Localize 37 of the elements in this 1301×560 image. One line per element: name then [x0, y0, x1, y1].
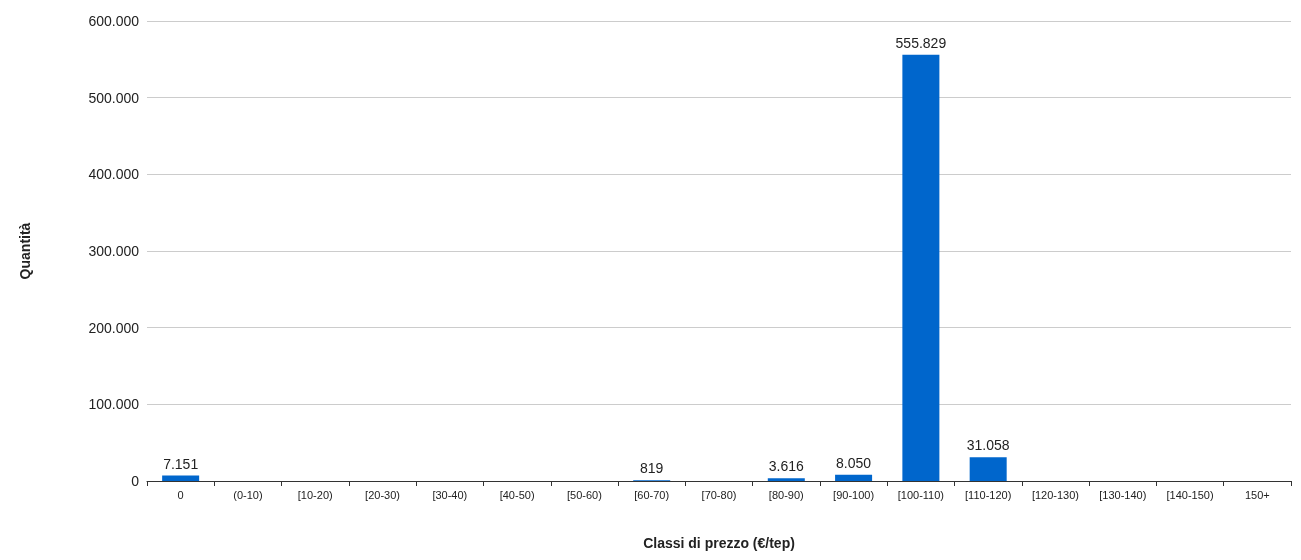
x-tick-label: [10-20)	[297, 488, 333, 501]
x-tick-label: [130-140)	[1099, 488, 1147, 501]
data-label: 7.151	[163, 455, 199, 472]
x-tick-label: [50-60)	[566, 488, 602, 501]
x-tick-label: [120-130)	[1031, 488, 1080, 501]
bar	[162, 475, 200, 481]
bar	[902, 54, 940, 481]
data-label: 31.058	[966, 437, 1010, 454]
y-tick-label: 600.000	[88, 13, 140, 29]
y-axis-title: Quantità	[17, 222, 33, 280]
x-axis-title: Classi di prezzo (€/tep)	[643, 535, 795, 551]
x-tick-label: [80-90)	[768, 488, 804, 501]
y-tick-label: 300.000	[88, 243, 140, 259]
x-tick-label: [40-50)	[499, 488, 535, 501]
y-tick-label: 400.000	[88, 166, 140, 183]
data-label: 819	[640, 460, 664, 477]
x-tick-label: [110-120)	[965, 488, 1012, 501]
x-tick-label: 0	[177, 488, 184, 501]
x-tick-label: [90-100)	[833, 488, 875, 501]
x-tick-label: [60-70)	[634, 488, 670, 501]
bar	[767, 478, 805, 481]
y-tick-label: 0	[131, 473, 140, 489]
bar	[835, 474, 873, 481]
y-tick-label: 100.000	[88, 396, 140, 413]
x-tick-label: [30-40)	[432, 488, 468, 501]
y-tick-label: 200.000	[88, 319, 140, 336]
x-tick-label: [140-150)	[1166, 488, 1214, 501]
x-tick-label: [70-80)	[701, 488, 737, 501]
y-tick-label: 500.000	[88, 89, 140, 106]
bar	[969, 457, 1007, 481]
x-tick-label: [20-30)	[365, 488, 400, 501]
data-label: 8.050	[836, 454, 872, 471]
x-tick-label: (0-10)	[233, 488, 263, 501]
data-label: 555.829	[895, 34, 947, 51]
data-label: 3.616	[768, 458, 805, 475]
x-tick-label: [100-110)	[897, 488, 945, 501]
x-tick-label: 150+	[1244, 488, 1270, 501]
